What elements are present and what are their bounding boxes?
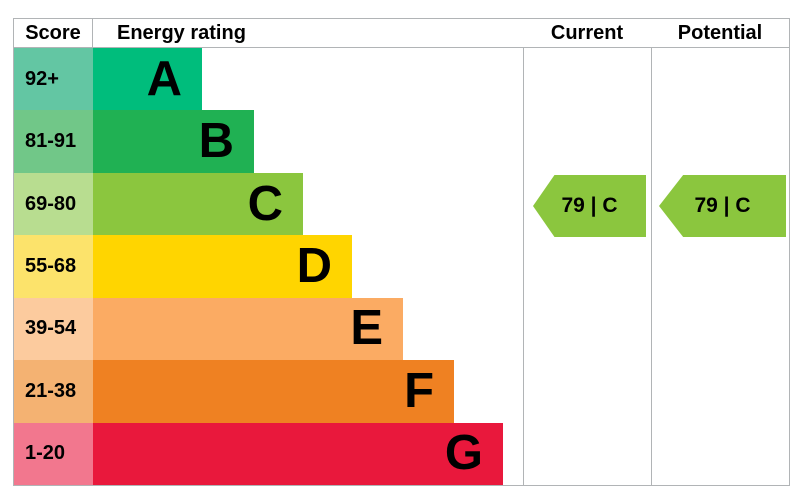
band-row-e: 39-54 E	[14, 297, 789, 361]
band-letter: F	[404, 363, 434, 418]
band-bar-g: G	[93, 422, 503, 485]
band-score-range: 69-80	[14, 172, 93, 236]
current-rating-label: 79 | C	[561, 194, 618, 217]
band-bar-d: D	[93, 235, 352, 298]
band-bar-c: C	[93, 172, 303, 236]
band-score-range: 55-68	[14, 235, 93, 298]
band-score-range: 81-91	[14, 110, 93, 173]
potential-column-divider	[651, 19, 652, 485]
column-header-energy-rating: Energy rating	[117, 21, 246, 44]
band-rows: 92+ A 81-91 B 69-80 C 55-68 D 39-54 E 21-38 F 1-20 G	[14, 48, 789, 485]
potential-rating-label: 79 | C	[694, 194, 751, 217]
current-rating-arrow: 79 | C	[533, 175, 646, 237]
current-column-divider	[523, 19, 524, 485]
table-header-row: Score Energy rating Current Potential	[14, 19, 789, 48]
band-row-f: 21-38 F	[14, 360, 789, 423]
column-header-current: Current	[550, 21, 624, 44]
band-row-d: 55-68 D	[14, 235, 789, 298]
band-bar-a: A	[93, 48, 202, 111]
band-row-a: 92+ A	[14, 48, 789, 111]
band-letter: A	[146, 51, 182, 106]
band-letter: E	[350, 301, 383, 356]
band-letter: C	[247, 176, 283, 231]
band-score-range: 21-38	[14, 360, 93, 423]
band-score-range: 92+	[14, 48, 93, 111]
band-score-range: 39-54	[14, 297, 93, 361]
band-row-g: 1-20 G	[14, 422, 789, 485]
potential-rating-arrow: 79 | C	[659, 175, 786, 237]
column-header-score: Score	[14, 19, 93, 47]
column-header-potential: Potential	[677, 21, 763, 44]
band-letter: B	[198, 114, 234, 169]
epc-table: Score Energy rating Current Potential 92…	[13, 18, 790, 486]
band-bar-e: E	[93, 297, 403, 361]
band-bar-f: F	[93, 360, 454, 423]
band-score-range: 1-20	[14, 422, 93, 485]
band-letter: G	[444, 426, 483, 481]
band-row-c: 69-80 C	[14, 172, 789, 236]
band-letter: D	[296, 238, 332, 293]
band-bar-b: B	[93, 110, 254, 173]
band-row-b: 81-91 B	[14, 110, 789, 173]
